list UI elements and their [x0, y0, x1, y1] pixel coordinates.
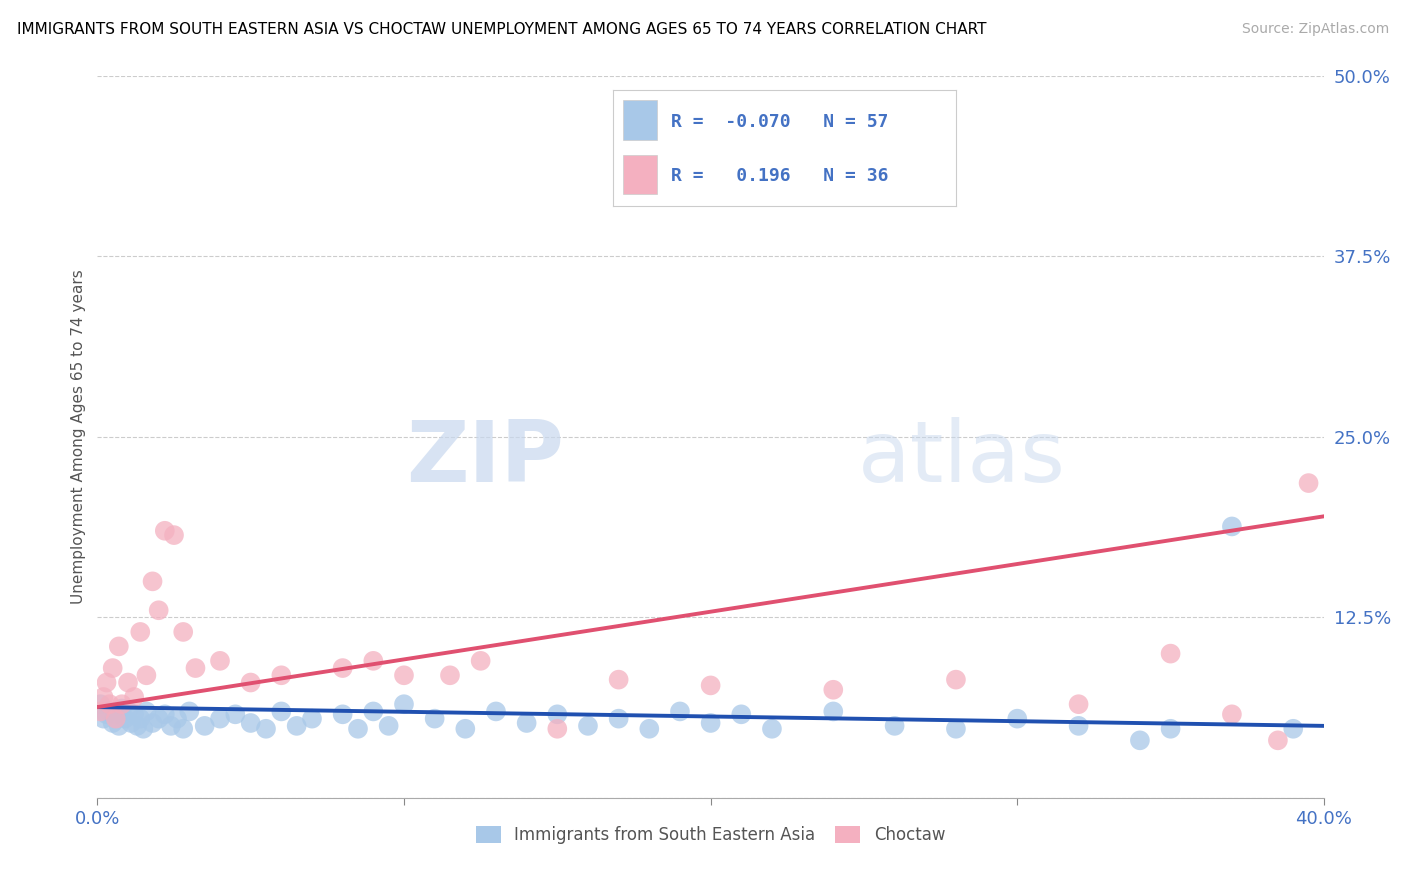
Point [141, 716, 163, 731]
Point [194, 719, 217, 733]
Point [122, 707, 145, 722]
Point [392, 697, 415, 711]
Point [883, 719, 905, 733]
Point [423, 712, 446, 726]
Point [179, 705, 201, 719]
Point [332, 661, 354, 675]
Text: IMMIGRANTS FROM SOUTH EASTERN ASIA VS CHOCTAW UNEMPLOYMENT AMONG AGES 65 TO 74 Y: IMMIGRANTS FROM SOUTH EASTERN ASIA VS CH… [17, 22, 987, 37]
Point [363, 654, 385, 668]
Point [160, 719, 183, 733]
Point [96, 675, 118, 690]
Point [166, 712, 188, 726]
Point [224, 707, 246, 722]
Point [270, 668, 292, 682]
Point [699, 716, 721, 731]
Point [454, 722, 477, 736]
Point [111, 697, 134, 711]
Point [285, 719, 308, 733]
Point [101, 661, 124, 675]
Point [1267, 733, 1289, 747]
Point [153, 524, 176, 538]
Point [1067, 719, 1090, 733]
Text: Source: ZipAtlas.com: Source: ZipAtlas.com [1241, 22, 1389, 37]
Point [546, 722, 568, 736]
Point [1282, 722, 1305, 736]
Point [172, 624, 194, 639]
Point [148, 603, 170, 617]
Point [108, 640, 131, 654]
Point [127, 719, 149, 733]
Text: atlas: atlas [858, 417, 1066, 500]
Point [576, 719, 599, 733]
Y-axis label: Unemployment Among Ages 65 to 74 years: Unemployment Among Ages 65 to 74 years [72, 269, 86, 604]
Point [104, 712, 127, 726]
Point [117, 675, 139, 690]
Point [1129, 733, 1152, 747]
Point [761, 722, 783, 736]
Point [669, 705, 692, 719]
Point [1298, 476, 1320, 491]
Point [1220, 707, 1243, 722]
Point [699, 678, 721, 692]
Point [93, 712, 115, 726]
Point [93, 690, 115, 704]
Point [546, 707, 568, 722]
Point [135, 705, 157, 719]
Point [98, 697, 121, 711]
Point [122, 690, 145, 704]
Point [1160, 722, 1182, 736]
Point [104, 707, 127, 722]
Point [141, 574, 163, 589]
Point [163, 528, 186, 542]
Point [823, 682, 845, 697]
Point [270, 705, 292, 719]
Point [148, 712, 170, 726]
Point [98, 705, 121, 719]
Text: ZIP: ZIP [406, 417, 564, 500]
Point [208, 654, 231, 668]
Legend: Immigrants from South Eastern Asia, Choctaw: Immigrants from South Eastern Asia, Choc… [477, 826, 945, 844]
Point [111, 701, 134, 715]
Point [392, 668, 415, 682]
Point [439, 668, 461, 682]
Point [172, 722, 194, 736]
Point [1067, 697, 1090, 711]
Point [96, 707, 118, 722]
Point [114, 712, 136, 726]
Point [485, 705, 508, 719]
Point [945, 673, 967, 687]
Point [89, 697, 111, 711]
Point [377, 719, 399, 733]
Point [108, 719, 131, 733]
Point [101, 716, 124, 731]
Point [638, 722, 661, 736]
Point [239, 675, 262, 690]
Point [135, 668, 157, 682]
Point [823, 705, 845, 719]
Point [332, 707, 354, 722]
Point [945, 722, 967, 736]
Point [132, 722, 155, 736]
Point [347, 722, 370, 736]
Point [607, 712, 630, 726]
Point [254, 722, 277, 736]
Point [301, 712, 323, 726]
Point [730, 707, 752, 722]
Point [184, 661, 207, 675]
Point [1220, 519, 1243, 533]
Point [129, 624, 152, 639]
Point [470, 654, 492, 668]
Point [153, 707, 176, 722]
Point [239, 716, 262, 731]
Point [607, 673, 630, 687]
Point [208, 712, 231, 726]
Point [363, 705, 385, 719]
Point [516, 716, 538, 731]
Point [1007, 712, 1029, 726]
Point [129, 712, 152, 726]
Point [120, 716, 142, 731]
Point [1160, 647, 1182, 661]
Point [117, 705, 139, 719]
Point [89, 705, 111, 719]
